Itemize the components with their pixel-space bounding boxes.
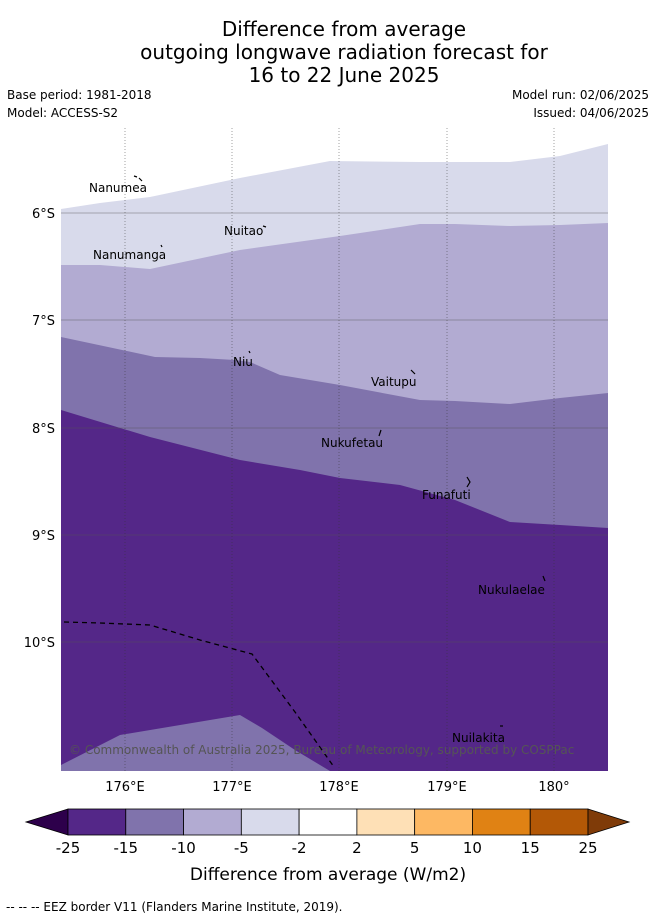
label-nuitao: Nuitao [224, 224, 263, 238]
lat-label-6s: 6°S [32, 207, 55, 222]
colorbar-segment [356, 808, 416, 836]
lon-label-178e: 178°E [319, 780, 359, 795]
lon-label-179e: 179°E [427, 780, 467, 795]
lat-label-7s: 7°S [32, 314, 55, 329]
colorbar: -25 -15 -10 -5 -2 2 5 10 15 25 Difference from av… [24, 808, 631, 885]
lat-label-10s: 10°S [24, 636, 55, 651]
island-nukufetau [378, 429, 382, 437]
colorbar-extend-high [587, 808, 631, 836]
island-nukulaelae [542, 575, 546, 582]
colorbar-tick-label: 2 [352, 839, 362, 857]
issued-date: Issued: 04/06/2025 [533, 106, 649, 120]
colorbar-tick-label: -10 [171, 839, 196, 857]
colorbar-segment [125, 808, 184, 836]
colorbar-tick-label: -15 [114, 839, 139, 857]
colorbar-tick-label: 15 [521, 839, 540, 857]
colorbar-tick-label: -5 [234, 839, 249, 857]
label-niu: Niu [233, 355, 253, 369]
colorbar-title: Difference from average (W/m2) [190, 865, 466, 885]
longitude-labels: 176°E 177°E 178°E 179°E 180° [105, 780, 569, 795]
label-nukufetau: Nukufetau [321, 436, 383, 450]
label-funafuti: Funafuti [422, 488, 471, 502]
lon-label-177e: 177°E [212, 780, 252, 795]
colorbar-segment [472, 808, 531, 836]
lon-label-176e: 176°E [105, 780, 145, 795]
colorbar-segments [24, 808, 631, 836]
colorbar-ticks: -25 -15 -10 -5 -2 2 5 10 15 25 [56, 839, 598, 857]
island-marks [133, 175, 546, 727]
colorbar-segment [414, 808, 473, 836]
colorbar-tick-label: 5 [410, 839, 420, 857]
latitude-labels: 6°S 7°S 8°S 9°S 10°S [24, 207, 55, 651]
colorbar-segment [183, 808, 242, 836]
colorbar-tick-label: -25 [56, 839, 81, 857]
colorbar-tick-label: -2 [292, 839, 307, 857]
copyright-credit: © Commonwealth of Australia 2025, Bureau… [69, 743, 574, 757]
island-vaitupu [410, 369, 416, 375]
graticule [124, 128, 555, 771]
label-nanumanga: Nanumanga [93, 248, 166, 262]
colorbar-segment [240, 808, 300, 836]
colorbar-segment [529, 808, 589, 836]
lat-label-9s: 9°S [32, 529, 55, 544]
lat-label-8s: 8°S [32, 422, 55, 437]
label-nanumea: Nanumea [89, 181, 147, 195]
label-nukulaelae: Nukulaelae [478, 583, 545, 597]
title-line-1: Difference from average [221, 17, 467, 41]
model-run: Model run: 02/06/2025 [511, 88, 649, 102]
colorbar-segment [298, 808, 358, 836]
map-panel: Nanumea Nuitao Nanumanga Niu Vaitupu Nuk… [61, 128, 608, 771]
model-name: Model: ACCESS-S2 [7, 106, 119, 120]
eez-border-line [63, 621, 335, 768]
lon-label-180: 180° [538, 780, 569, 795]
island-nuitao [262, 225, 267, 228]
title-line-2: outgoing longwave radiation forecast for [140, 40, 548, 64]
island-nanumanga [160, 244, 163, 248]
island-nanumea [133, 175, 143, 182]
colorbar-segment [67, 808, 127, 836]
island-niu [248, 350, 251, 354]
island-funafuti [466, 476, 471, 488]
anomaly-patch-south [61, 715, 330, 771]
base-period: Base period: 1981-2018 [7, 88, 152, 102]
colorbar-tick-label: 25 [578, 839, 597, 857]
title-line-3: 16 to 22 June 2025 [248, 63, 440, 87]
label-nuilakita: Nuilakita [452, 731, 505, 745]
label-vaitupu: Vaitupu [371, 375, 417, 389]
colorbar-extend-low [24, 808, 69, 836]
map-title: Difference from average outgoing longwav… [0, 18, 655, 87]
colorbar-tick-label: 10 [463, 839, 482, 857]
parallels [61, 212, 608, 643]
anomaly-band-neutral [61, 128, 608, 209]
eez-legend-footer: -- -- -- EEZ border V11 (Flanders Marine… [6, 900, 343, 914]
